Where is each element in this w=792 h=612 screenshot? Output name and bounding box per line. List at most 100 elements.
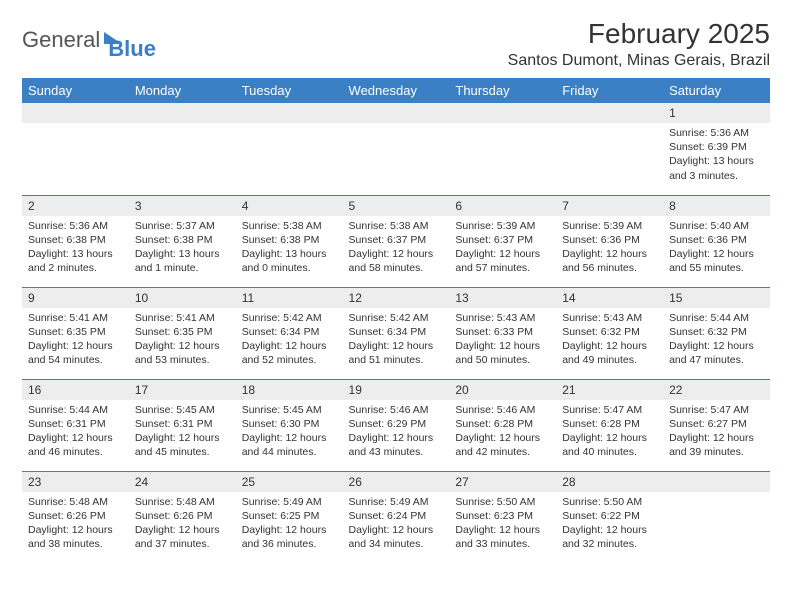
page-header: General Blue February 2025 Santos Dumont… xyxy=(22,18,770,70)
calendar-cell: 25Sunrise: 5:49 AMSunset: 6:25 PMDayligh… xyxy=(236,471,343,563)
day-details: Sunrise: 5:48 AMSunset: 6:26 PMDaylight:… xyxy=(129,492,236,557)
title-block: February 2025 Santos Dumont, Minas Gerai… xyxy=(508,18,770,70)
day-number xyxy=(663,472,770,492)
day-details: Sunrise: 5:38 AMSunset: 6:37 PMDaylight:… xyxy=(343,216,450,281)
daylight-text: Daylight: 12 hours and 50 minutes. xyxy=(455,339,550,367)
sunrise-text: Sunrise: 5:46 AM xyxy=(349,403,444,417)
day-details: Sunrise: 5:46 AMSunset: 6:29 PMDaylight:… xyxy=(343,400,450,465)
daylight-text: Daylight: 12 hours and 56 minutes. xyxy=(562,247,657,275)
sunrise-text: Sunrise: 5:36 AM xyxy=(669,126,764,140)
sunrise-text: Sunrise: 5:40 AM xyxy=(669,219,764,233)
day-number: 5 xyxy=(343,196,450,216)
sunset-text: Sunset: 6:28 PM xyxy=(562,417,657,431)
daylight-text: Daylight: 12 hours and 53 minutes. xyxy=(135,339,230,367)
calendar-cell xyxy=(22,103,129,195)
daylight-text: Daylight: 12 hours and 52 minutes. xyxy=(242,339,337,367)
day-details: Sunrise: 5:38 AMSunset: 6:38 PMDaylight:… xyxy=(236,216,343,281)
day-number: 27 xyxy=(449,472,556,492)
calendar-cell: 27Sunrise: 5:50 AMSunset: 6:23 PMDayligh… xyxy=(449,471,556,563)
logo-text-2: Blue xyxy=(108,36,156,62)
sunset-text: Sunset: 6:28 PM xyxy=(455,417,550,431)
sunrise-text: Sunrise: 5:48 AM xyxy=(135,495,230,509)
day-number: 25 xyxy=(236,472,343,492)
sunrise-text: Sunrise: 5:47 AM xyxy=(669,403,764,417)
sunset-text: Sunset: 6:32 PM xyxy=(562,325,657,339)
day-number: 19 xyxy=(343,380,450,400)
daylight-text: Daylight: 13 hours and 1 minute. xyxy=(135,247,230,275)
day-details: Sunrise: 5:39 AMSunset: 6:37 PMDaylight:… xyxy=(449,216,556,281)
day-details: Sunrise: 5:49 AMSunset: 6:25 PMDaylight:… xyxy=(236,492,343,557)
day-number xyxy=(22,103,129,123)
calendar-cell: 9Sunrise: 5:41 AMSunset: 6:35 PMDaylight… xyxy=(22,287,129,379)
day-number: 6 xyxy=(449,196,556,216)
sunset-text: Sunset: 6:29 PM xyxy=(349,417,444,431)
weekday-header: Sunday xyxy=(22,78,129,103)
day-details: Sunrise: 5:40 AMSunset: 6:36 PMDaylight:… xyxy=(663,216,770,281)
day-details: Sunrise: 5:47 AMSunset: 6:28 PMDaylight:… xyxy=(556,400,663,465)
calendar-table: Sunday Monday Tuesday Wednesday Thursday… xyxy=(22,78,770,563)
calendar-cell: 7Sunrise: 5:39 AMSunset: 6:36 PMDaylight… xyxy=(556,195,663,287)
month-title: February 2025 xyxy=(508,18,770,50)
day-details: Sunrise: 5:49 AMSunset: 6:24 PMDaylight:… xyxy=(343,492,450,557)
logo-text-1: General xyxy=(22,27,100,53)
calendar-cell: 4Sunrise: 5:38 AMSunset: 6:38 PMDaylight… xyxy=(236,195,343,287)
daylight-text: Daylight: 12 hours and 51 minutes. xyxy=(349,339,444,367)
calendar-week-row: 16Sunrise: 5:44 AMSunset: 6:31 PMDayligh… xyxy=(22,379,770,471)
day-number: 18 xyxy=(236,380,343,400)
daylight-text: Daylight: 12 hours and 57 minutes. xyxy=(455,247,550,275)
day-number xyxy=(129,103,236,123)
sunrise-text: Sunrise: 5:36 AM xyxy=(28,219,123,233)
day-number: 12 xyxy=(343,288,450,308)
sunrise-text: Sunrise: 5:48 AM xyxy=(28,495,123,509)
daylight-text: Daylight: 12 hours and 54 minutes. xyxy=(28,339,123,367)
calendar-cell: 10Sunrise: 5:41 AMSunset: 6:35 PMDayligh… xyxy=(129,287,236,379)
daylight-text: Daylight: 13 hours and 0 minutes. xyxy=(242,247,337,275)
day-details: Sunrise: 5:50 AMSunset: 6:23 PMDaylight:… xyxy=(449,492,556,557)
calendar-cell: 23Sunrise: 5:48 AMSunset: 6:26 PMDayligh… xyxy=(22,471,129,563)
sunset-text: Sunset: 6:26 PM xyxy=(135,509,230,523)
weekday-header: Monday xyxy=(129,78,236,103)
calendar-week-row: 2Sunrise: 5:36 AMSunset: 6:38 PMDaylight… xyxy=(22,195,770,287)
day-number: 13 xyxy=(449,288,556,308)
sunset-text: Sunset: 6:22 PM xyxy=(562,509,657,523)
calendar-cell: 15Sunrise: 5:44 AMSunset: 6:32 PMDayligh… xyxy=(663,287,770,379)
day-details: Sunrise: 5:47 AMSunset: 6:27 PMDaylight:… xyxy=(663,400,770,465)
daylight-text: Daylight: 12 hours and 40 minutes. xyxy=(562,431,657,459)
sunrise-text: Sunrise: 5:41 AM xyxy=(28,311,123,325)
sunrise-text: Sunrise: 5:50 AM xyxy=(455,495,550,509)
day-details: Sunrise: 5:46 AMSunset: 6:28 PMDaylight:… xyxy=(449,400,556,465)
calendar-cell xyxy=(343,103,450,195)
daylight-text: Daylight: 12 hours and 34 minutes. xyxy=(349,523,444,551)
sunset-text: Sunset: 6:32 PM xyxy=(669,325,764,339)
sunrise-text: Sunrise: 5:38 AM xyxy=(242,219,337,233)
calendar-week-row: 9Sunrise: 5:41 AMSunset: 6:35 PMDaylight… xyxy=(22,287,770,379)
sunrise-text: Sunrise: 5:43 AM xyxy=(455,311,550,325)
day-number: 2 xyxy=(22,196,129,216)
day-number: 11 xyxy=(236,288,343,308)
sunset-text: Sunset: 6:34 PM xyxy=(349,325,444,339)
daylight-text: Daylight: 12 hours and 47 minutes. xyxy=(669,339,764,367)
day-number: 4 xyxy=(236,196,343,216)
day-number: 1 xyxy=(663,103,770,123)
sunset-text: Sunset: 6:37 PM xyxy=(455,233,550,247)
calendar-cell xyxy=(449,103,556,195)
daylight-text: Daylight: 12 hours and 36 minutes. xyxy=(242,523,337,551)
day-details: Sunrise: 5:42 AMSunset: 6:34 PMDaylight:… xyxy=(236,308,343,373)
day-number xyxy=(343,103,450,123)
day-details: Sunrise: 5:48 AMSunset: 6:26 PMDaylight:… xyxy=(22,492,129,557)
calendar-cell: 14Sunrise: 5:43 AMSunset: 6:32 PMDayligh… xyxy=(556,287,663,379)
sunset-text: Sunset: 6:35 PM xyxy=(28,325,123,339)
daylight-text: Daylight: 12 hours and 38 minutes. xyxy=(28,523,123,551)
weekday-header: Friday xyxy=(556,78,663,103)
sunset-text: Sunset: 6:38 PM xyxy=(242,233,337,247)
calendar-body: 1Sunrise: 5:36 AMSunset: 6:39 PMDaylight… xyxy=(22,103,770,563)
calendar-cell: 5Sunrise: 5:38 AMSunset: 6:37 PMDaylight… xyxy=(343,195,450,287)
daylight-text: Daylight: 12 hours and 33 minutes. xyxy=(455,523,550,551)
sunrise-text: Sunrise: 5:47 AM xyxy=(562,403,657,417)
sunrise-text: Sunrise: 5:41 AM xyxy=(135,311,230,325)
day-number: 28 xyxy=(556,472,663,492)
day-number: 24 xyxy=(129,472,236,492)
sunrise-text: Sunrise: 5:39 AM xyxy=(455,219,550,233)
calendar-cell: 20Sunrise: 5:46 AMSunset: 6:28 PMDayligh… xyxy=(449,379,556,471)
calendar-cell: 11Sunrise: 5:42 AMSunset: 6:34 PMDayligh… xyxy=(236,287,343,379)
